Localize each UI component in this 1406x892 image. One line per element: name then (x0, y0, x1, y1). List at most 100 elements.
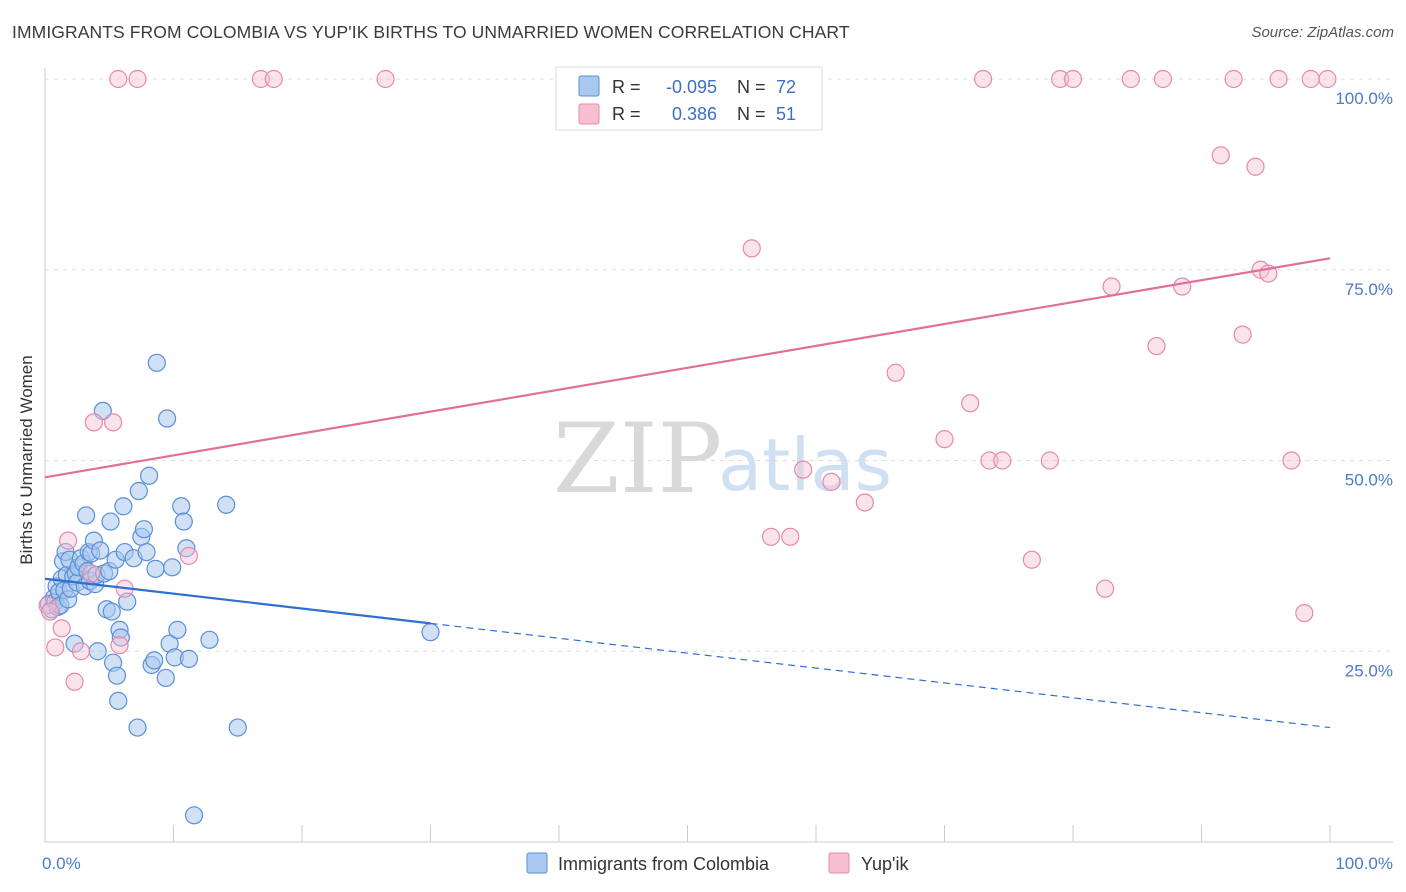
yupik-point-7 (82, 564, 101, 583)
legend-swatch-yupik (578, 103, 600, 125)
colombia-point-57 (145, 651, 164, 670)
yupik-point-21 (794, 460, 813, 479)
colombia-point-72 (228, 718, 247, 737)
colombia-trend-extension (430, 622, 1331, 729)
yupik-point-29 (993, 451, 1012, 470)
colombia-point-24 (77, 506, 96, 525)
y-tick-label-25: 25.0% (1345, 661, 1393, 680)
colombia-point-42 (107, 666, 127, 685)
colombia-point-59 (147, 353, 166, 372)
colombia-point-51 (129, 481, 148, 501)
yupik-point-19 (761, 527, 781, 546)
colombia-point-73 (184, 806, 204, 825)
yupik-point-9 (104, 413, 123, 432)
tick-labels: 25.0% 50.0% 75.0% 100.0% 0.0% 100.0% (42, 89, 1393, 873)
yupik-point-47 (1282, 451, 1301, 470)
yupik-point-49 (1301, 69, 1320, 89)
yupik-point-13 (128, 69, 147, 89)
series-colombia-points (39, 353, 440, 825)
yupik-point-22 (822, 472, 841, 491)
yupik-point-28 (980, 451, 999, 470)
yupik-point-20 (781, 527, 800, 546)
legend-n-value-colombia: 72 (776, 77, 796, 97)
series-legend-swatch-yupik (828, 852, 850, 874)
yupik-point-40 (1211, 146, 1230, 165)
chart-title: IMMIGRANTS FROM COLOMBIA VS YUP'IK BIRTH… (12, 22, 850, 42)
axes (44, 68, 1393, 843)
colombia-point-69 (179, 649, 199, 668)
y-tick-label-100: 100.0% (1335, 89, 1393, 108)
colombia-point-55 (139, 466, 159, 485)
correlation-legend: R = -0.095 N = 72 R = 0.386 N = 51 (555, 66, 823, 131)
legend-box (555, 66, 823, 131)
legend-r-value-yupik: 0.386 (672, 104, 717, 124)
series-legend: Immigrants from Colombia Yup'ik (526, 852, 909, 874)
colombia-point-39 (102, 602, 121, 621)
yupik-point-3 (52, 619, 71, 638)
yupik-point-48 (1295, 603, 1314, 623)
legend-n-label-yupik: N = (737, 104, 766, 124)
x-tick-label-max: 100.0% (1335, 854, 1393, 873)
yupik-point-10 (110, 636, 129, 655)
y-tick-label-50: 50.0% (1345, 471, 1393, 490)
yupik-point-33 (1063, 69, 1083, 89)
colombia-point-32 (88, 642, 107, 661)
colombia-point-45 (111, 628, 130, 647)
colombia-point-63 (163, 558, 182, 577)
series-legend-label-yupik: Yup'ik (861, 854, 909, 874)
yupik-point-1 (41, 602, 60, 621)
yupik-point-5 (65, 672, 84, 691)
watermark-atlas: atlas (718, 423, 892, 507)
yupik-point-6 (71, 642, 91, 661)
colombia-point-67 (174, 512, 193, 531)
y-tick-label-75: 75.0% (1345, 280, 1393, 299)
yupik-point-38 (1153, 69, 1173, 89)
series-legend-swatch-colombia (526, 852, 548, 874)
grid-lines (45, 78, 1390, 652)
colombia-point-43 (109, 691, 128, 710)
legend-r-label-colombia: R = (612, 77, 641, 97)
yupik-point-15 (251, 69, 270, 89)
watermark-zip: ZIP (553, 403, 722, 515)
yupik-point-23 (855, 493, 874, 512)
yupik-point-8 (84, 413, 103, 432)
x-tick-label-min: 0.0% (42, 854, 81, 873)
colombia-point-54 (137, 542, 156, 562)
yupik-point-18 (742, 239, 761, 258)
colombia-point-17 (65, 634, 84, 653)
colombia-point-60 (156, 668, 175, 688)
yupik-point-14 (179, 546, 199, 565)
yupik-point-17 (376, 69, 395, 89)
yupik-point-34 (1096, 579, 1115, 598)
yupik-point-46 (1269, 69, 1288, 89)
colombia-point-61 (157, 409, 177, 428)
yupik-point-41 (1224, 69, 1243, 89)
legend-r-value-colombia: -0.095 (666, 77, 717, 97)
yupik-point-12 (109, 69, 128, 89)
yupik-point-50 (1318, 69, 1337, 89)
colombia-point-58 (146, 559, 165, 578)
yupik-point-31 (1040, 451, 1059, 470)
yupik-point-27 (973, 69, 993, 89)
yupik-point-26 (961, 394, 980, 413)
yupik-point-35 (1102, 277, 1121, 296)
colombia-point-70 (200, 630, 219, 649)
yupik-point-2 (46, 638, 65, 657)
colombia-point-71 (217, 495, 236, 514)
colombia-point-53 (134, 520, 154, 539)
colombia-point-33 (91, 541, 110, 560)
yupik-point-4 (59, 531, 78, 550)
legend-r-label-yupik: R = (612, 104, 641, 124)
colombia-point-46 (114, 497, 133, 516)
yupik-point-37 (1147, 336, 1166, 356)
yupik-point-25 (935, 430, 954, 449)
yupik-point-30 (1022, 550, 1041, 569)
chart-source: Source: ZipAtlas.com (1251, 24, 1394, 41)
colombia-point-38 (101, 512, 120, 531)
y-axis-label: Births to Unmarried Women (17, 355, 36, 564)
watermark: ZIP atlas (553, 403, 892, 515)
legend-swatch-colombia (578, 75, 600, 97)
colombia-point-65 (168, 620, 187, 639)
yupik-point-32 (1051, 69, 1070, 89)
